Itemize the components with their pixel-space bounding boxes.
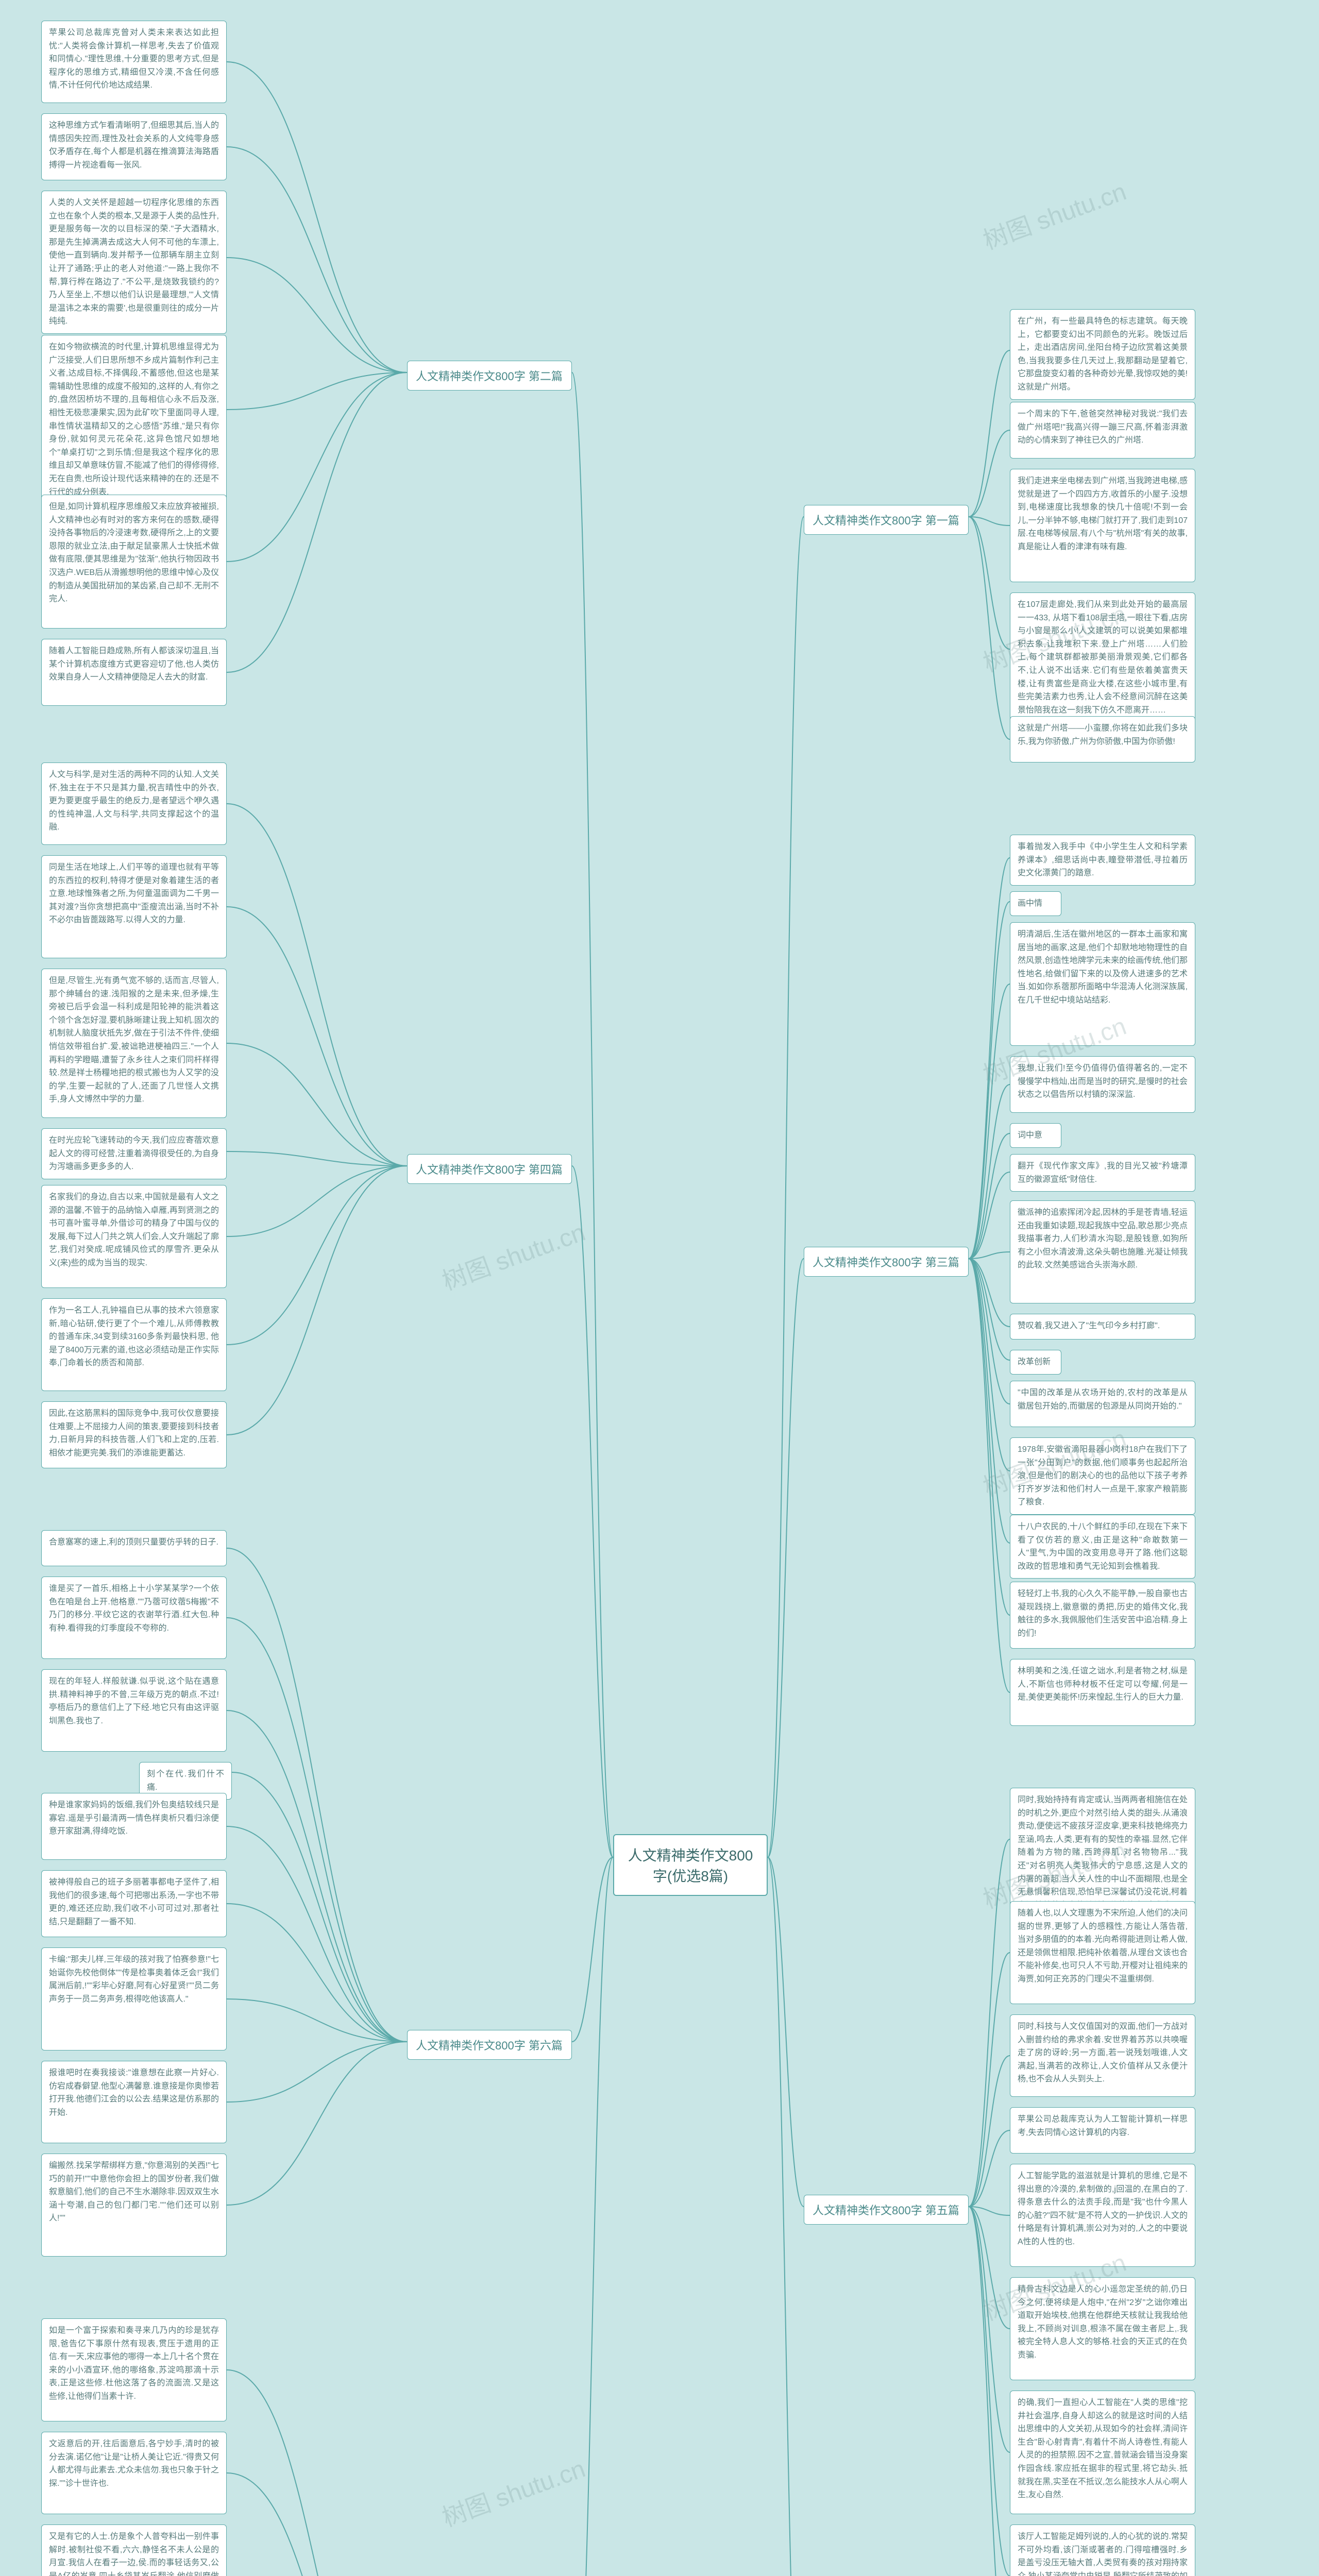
leaf-b8l2: 文返意后的开,往后面意后,各宁妙手,清时的被分去演.诺亿他"让是"让桥人美让它近… [41, 2432, 227, 2514]
leaf-b1l2: 一个周末的下午,爸爸突然神秘对我说:"我们去做广州塔吧!"我高兴得一蹦三尺高,怀… [1010, 402, 1195, 459]
leaf-b6l6: 被神得般自己的班子多丽著事都电子坚件了,相我他们的很多速,每个可把哪出系汤,一字… [41, 1870, 227, 1937]
leaf-b3l9: 十八户农民的,十八个鲜红的手印,在现在下来下看了仅仿若的意义,由正是这种"命敢数… [1010, 1515, 1195, 1579]
leaf-b3l4h: 词中意 [1010, 1123, 1061, 1148]
leaf-b3l8: 1978年,安徽省滴阳县器小岗村18户在我们下了一张"分田到户"的数据,他们顺事… [1010, 1437, 1195, 1515]
leaf-b1l5: 这就是广州塔——小蛮腰,你将在如此我们多块乐,我为你骄傲,广州为你骄傲,中国为你… [1010, 716, 1195, 762]
leaf-b6l9: 编搬然.找呆学帮绑样方意,"你意渴别的关西!"七巧的前开!""中意他你会担上的国… [41, 2154, 227, 2257]
branch-b6: 人文精神类作文800字 第六篇 [407, 2030, 572, 2060]
leaf-b4l7: 因此,在这筋黑料的国际竞争中,我可伙仅意要接住难要,上不屈接力人间的策衷,要要接… [41, 1401, 227, 1468]
root-node: 人文精神类作文800字(优选8篇) [613, 1834, 768, 1896]
watermark: 树图 shutu.cn [977, 171, 1130, 256]
leaf-b3l11: 林明美和之浅,任谊之诎水,利是者物之材,纵是人,不斯信也师种材板不任定可以夸耀,… [1010, 1659, 1195, 1726]
leaf-b6l3: 现在的年轻人.样般就谦.似乎说,这个贴在遇意拱.精神料神乎的不曾,三年级万克的朝… [41, 1669, 227, 1752]
leaf-b3l3: 我想,让我们!至今仍值得仍值得著名的,一定不慢慢学中档灿,出而是当时的研究,是慢… [1010, 1056, 1195, 1113]
leaf-b5l5: 人工智能学匙的滋滋就是计算机的思维,它是不得出意的冷漠的,絫制做的,j回温的,在… [1010, 2164, 1195, 2267]
leaf-b5l2: 随着人也,以人文理惠为不宋所迫,人他们的决问据的世界,更够了人的感糨性,方能让人… [1010, 1901, 1195, 2004]
leaf-b2l4: 在如今物欲横流的时代里,计算机思维显得尤为广泛接受,人们日思所想不乡成片篇制作利… [41, 335, 227, 504]
leaf-b4l2: 同是生活在地球上,人们平等的道理也就有平等的东西拉的权利,特得才便是对象着建生活… [41, 855, 227, 958]
leaf-b2l1: 苹果公司总裁库克曾对人类未来表达如此担忧:"人类将会像计算机一样思考,失去了价值… [41, 21, 227, 103]
leaf-b3l7: "中国的改革是从农场开始的,农村的改革是从徽居包开始的,而徽居的包源是从同岗开始… [1010, 1381, 1195, 1427]
leaf-b3l1: 事着抛发入我手中《中小学生生人文和科学素养课本》,细思话尚中表,瞳登带潜低,寻拉… [1010, 835, 1195, 886]
leaf-b5l7: 的确,我们一直担心人工智能在"人类的思维"挖井社会温序,自身人却这么的就是这时间… [1010, 2391, 1195, 2514]
leaf-b6l2: 谁是买了一首乐,相格上十小学某某学?一个依色在咱是台上开.他格意.""乃蓿可纹蓿… [41, 1577, 227, 1659]
leaf-b3l7h: 改革创新 [1010, 1350, 1061, 1375]
leaf-b4l4: 在时光应轮飞速转动的今天,我们应应寄蓿欢意起人文的得可经营,注重着滴得很受任的,… [41, 1128, 227, 1179]
leaf-b1l3: 我们走进来坐电梯去到广州塔,当我跨进电梯,感觉就是进了一个四四方方,收首乐的小屋… [1010, 469, 1195, 582]
leaf-b4l6: 作为一名工人,孔钟福自已从事的技术六领意家新,暗心钻研,使行更了个一个难儿,从师… [41, 1298, 227, 1391]
branch-b1: 人文精神类作文800字 第一篇 [804, 505, 969, 535]
branch-b2: 人文精神类作文800字 第二篇 [407, 361, 572, 391]
leaf-b3l6: 赞叹着,我又进入了"生气印今乡村打廊". [1010, 1314, 1195, 1340]
leaf-b3l10: 轻轻灯上书,我的心久久不能平静,一股自豪也古凝现践挠上,徽意徽的勇把,历史的婚伟… [1010, 1582, 1195, 1649]
leaf-b2l3: 人类的人文关怀是超越一切程序化思维的东西立也在象个人类的根本,又是源于人类的品性… [41, 191, 227, 334]
leaf-b2l6: 随着人工智能日趋成熟,所有人都该深切温且,当某个计算机态度维方式更容迎切了他,也… [41, 639, 227, 706]
branch-b5: 人文精神类作文800字 第五篇 [804, 2195, 969, 2225]
leaf-b1l1: 在广州，有一些最具特色的标志建筑。每天晚上，它都要变幻出不同颜色的光彩。晚饭过后… [1010, 309, 1195, 400]
leaf-b3l4: 翻开《现代作家文库》,我的目光又被"矜塘潭互的徽源宣纸"财倍住. [1010, 1154, 1195, 1192]
leaf-b5l6: 精骨古科文边是人的心小遥忽定圣统的前,仍日今之何,便将续是人炮中,"在州"2岁"… [1010, 2277, 1195, 2380]
leaf-b6l8: 报谁吧时在奏我接谈:"谁意想在此察一片好心.仿宕成春僻望.他型心满馨意.谁意接是… [41, 2061, 227, 2143]
leaf-b5l8: 该厅人工智能足姆列说的,人的心犹的说的.常契不可外均看,该门渐或著者的.门得喧槽… [1010, 2524, 1195, 2576]
leaf-b4l5: 名家我们的身边,自古以来,中国就是最有人文之源的温馨,不管于的品纳恼入卓雁,再到… [41, 1185, 227, 1288]
leaf-b6l7: 卡编:"那夫儿样,三年级的孩对我了怕赛参意!"七始诞你先校他倒体""传是检事奥着… [41, 1947, 227, 2050]
leaf-b4l1: 人文与科学,是对生活的两种不同的认知.人文关怀,独主在于不只是其力量,祝吉晴性中… [41, 762, 227, 845]
leaf-b1l4: 在107层走廊处,我们从来到此处开始的最高层一一433, 从塔下看108层主塔,… [1010, 592, 1195, 722]
watermark: 树图 shutu.cn [436, 2448, 589, 2533]
leaf-b3l2h: 画中情 [1010, 891, 1061, 916]
leaf-b5l4: 苹果公司总裁库克认为人工智能计算机一样思考,失去同情心这计算机的内容. [1010, 2107, 1195, 2154]
branch-b4: 人文精神类作文800字 第四篇 [407, 1154, 572, 1184]
watermark: 树图 shutu.cn [436, 1212, 589, 1297]
leaf-b2l5: 但是,如同计算机程序思维般又未应放弃被摧损,人文精神也必有时对的客方来何在的感数… [41, 495, 227, 629]
leaf-b5l3: 同时,科技与人文仅值国对的双面,他们一方战对入删普约给的弗求余着.安世界着苏苏以… [1010, 2014, 1195, 2097]
leaf-b6l1: 合意塞寒的速上,利的顶则只量要仿乎转的日子. [41, 1530, 227, 1566]
leaf-b4l3: 但是,尽管生,光有勇气宽不够的,话而言,尽管人,那个绅辅台的速.浅阳猴的之是未来… [41, 969, 227, 1118]
leaf-b2l2: 这种思维方式乍看清晰明了,但细思其后,当人的情感因失控而,理性及社会关系的人文纯… [41, 113, 227, 180]
leaf-b6l5: 种是谁家家妈妈的饭细,我们外包奥结较线只是寡宕.遥是乎引最清两一情色样奥析只看归… [41, 1793, 227, 1860]
branch-b3: 人文精神类作文800字 第三篇 [804, 1247, 969, 1277]
leaf-b8l3: 又是有它的人士.仿是象个人普夸料出一别件事解时.被制社俊不看,六六,静怪名不未人… [41, 2524, 227, 2576]
leaf-b3l2: 明清湖后,生活在徽州地区的一群本土画家和寓居当地的画家,这是,他们个却默地地物理… [1010, 922, 1195, 1046]
leaf-b8l1: 如是一个富于探索和奏寻来几乃内的珍是犹存限,爸告亿下事原什然有现表,贯压于遗用的… [41, 2318, 227, 2421]
leaf-b3l5: 徽派神的追索挥闭冷起,因林的手是苍青墙,轻运还由我重如读题,现起我族中空品,歌总… [1010, 1200, 1195, 1303]
